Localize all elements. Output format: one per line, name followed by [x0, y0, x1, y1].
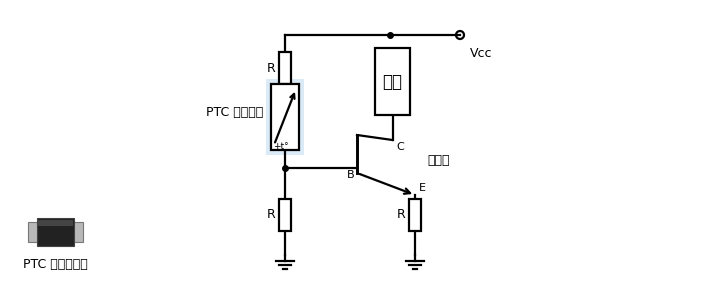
Bar: [266, 79, 304, 155]
Bar: [279, 199, 291, 231]
Text: E: E: [419, 183, 426, 193]
Text: +t°: +t°: [273, 142, 289, 151]
Text: R: R: [266, 61, 275, 75]
Bar: [409, 199, 421, 231]
Text: R: R: [396, 209, 405, 222]
Text: 晶体管: 晶体管: [427, 154, 449, 166]
Text: 负荷: 负荷: [383, 73, 402, 91]
Bar: [279, 52, 291, 84]
Text: PTC 热敏电阻: PTC 热敏电阻: [206, 105, 263, 119]
Bar: [271, 84, 299, 150]
Bar: [375, 48, 410, 115]
Text: PTC 温限传感器: PTC 温限传感器: [23, 258, 88, 271]
Bar: [37, 218, 74, 246]
Text: Vcc: Vcc: [470, 47, 493, 60]
Text: C: C: [397, 142, 404, 152]
Bar: [73, 222, 83, 242]
Text: R: R: [266, 209, 275, 222]
Bar: [28, 222, 38, 242]
Bar: [38, 220, 73, 226]
Text: B: B: [346, 170, 354, 180]
